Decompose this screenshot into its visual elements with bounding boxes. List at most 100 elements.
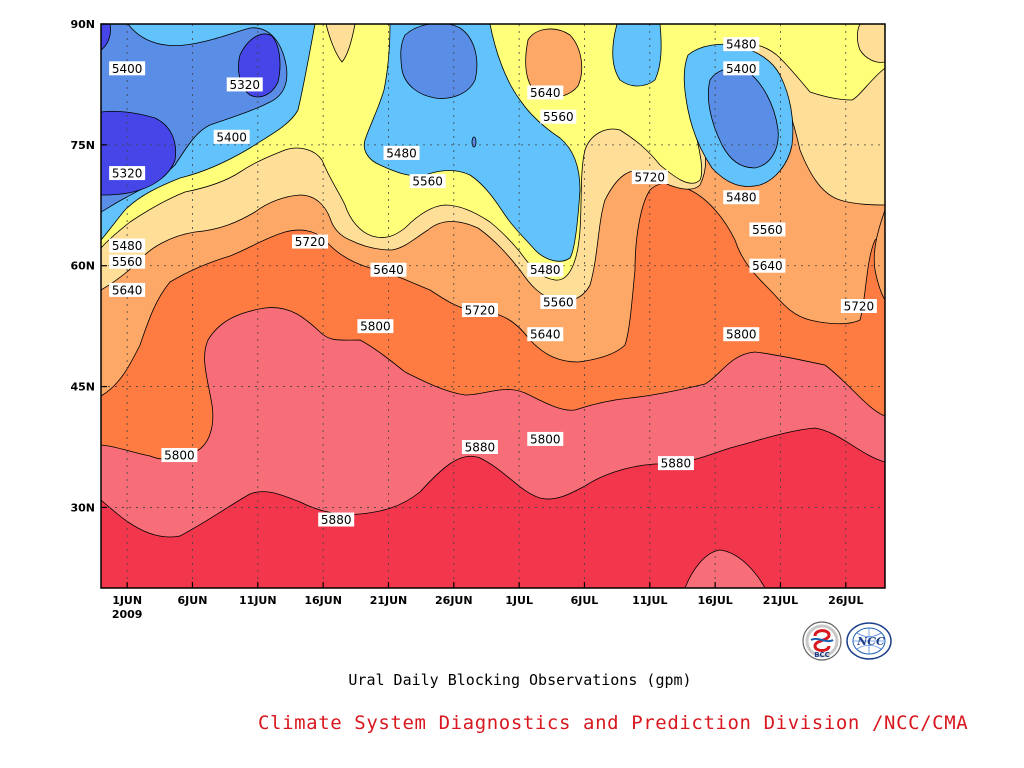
contour-label: 5720 bbox=[631, 170, 668, 185]
contour-label: 5640 bbox=[109, 282, 146, 297]
contour-label-box bbox=[527, 327, 564, 342]
chart-title: Ural Daily Blocking Observations (gpm) bbox=[348, 671, 692, 689]
contour-label-text: 5640 bbox=[752, 259, 783, 273]
contour-label-box bbox=[461, 440, 498, 454]
contour-label-text: 5480 bbox=[386, 146, 417, 160]
contour-label-box bbox=[292, 234, 329, 249]
x-tick-label: 11JUN bbox=[239, 594, 277, 607]
y-tick-label: 75N bbox=[70, 139, 95, 152]
contour-label: 5720 bbox=[840, 299, 877, 314]
contour-label-box bbox=[527, 431, 564, 446]
y-tick-label: 30N bbox=[70, 501, 95, 514]
contour-label-box bbox=[109, 238, 146, 253]
contour-label: 5720 bbox=[461, 303, 498, 318]
contour-label: 5560 bbox=[540, 294, 577, 309]
contour-label-text: 5400 bbox=[216, 130, 247, 144]
contour-label-box bbox=[723, 61, 760, 76]
contour-label-text: 5560 bbox=[752, 223, 783, 237]
grid-lines bbox=[101, 24, 885, 588]
level-5640-fill bbox=[873, 209, 885, 301]
contour-label: 5400 bbox=[723, 61, 760, 76]
plot-frame bbox=[100, 23, 886, 589]
contour-label: 5640 bbox=[527, 85, 564, 100]
contour-label: 5480 bbox=[723, 190, 760, 205]
bcc-logo: BCC bbox=[802, 621, 842, 661]
contour-label: 5800 bbox=[723, 327, 760, 342]
x-tick-label: 16JUL bbox=[697, 594, 732, 607]
contour-label-text: 5720 bbox=[465, 304, 496, 318]
contour-label: 5640 bbox=[370, 262, 407, 277]
contour-label-text: 5400 bbox=[112, 62, 143, 76]
contour-label-box bbox=[383, 145, 420, 160]
contour-label: 5720 bbox=[292, 234, 329, 249]
contour-label-box bbox=[749, 222, 786, 237]
contour-label: 5800 bbox=[527, 431, 564, 446]
contour-label: 5400 bbox=[213, 129, 250, 144]
contour-label: 5480 bbox=[723, 37, 760, 52]
contour-label: 5640 bbox=[527, 327, 564, 342]
contour-label-text: 5480 bbox=[726, 191, 757, 205]
level-5560-fill bbox=[325, 24, 356, 63]
contour-label-box bbox=[631, 170, 668, 185]
contour-label-box bbox=[723, 190, 760, 205]
contour-labels: 5400 5320 5320 5400 5480 5560 5640 5720 5480 5560… bbox=[109, 37, 877, 527]
contour-label-box bbox=[318, 512, 355, 527]
contour-label: 5640 bbox=[749, 258, 786, 273]
level-5560-fill bbox=[856, 24, 885, 63]
contour-label-text: 5720 bbox=[295, 235, 326, 249]
contour-label-text: 5640 bbox=[530, 86, 561, 100]
contour-label-box bbox=[109, 166, 146, 181]
contour-label: 5560 bbox=[749, 222, 786, 237]
contour-label-text: 5640 bbox=[112, 283, 143, 297]
contour-label-box bbox=[226, 77, 263, 92]
level-5320-fill bbox=[471, 136, 477, 148]
contour-label-text: 5880 bbox=[661, 457, 692, 471]
contour-label-box bbox=[409, 174, 446, 189]
contour-label-text: 5320 bbox=[229, 78, 260, 92]
contour-label-box bbox=[657, 456, 694, 471]
contour-label: 5400 bbox=[109, 61, 146, 76]
footer-credit: Climate System Diagnostics and Predictio… bbox=[258, 712, 969, 734]
x-tick-label: 6JUN bbox=[178, 594, 208, 607]
contour-label-box bbox=[723, 37, 760, 52]
level-5320-fill bbox=[400, 24, 478, 99]
contour-label-box bbox=[213, 129, 250, 144]
contour-label: 5480 bbox=[109, 238, 146, 253]
contour-label-text: 5640 bbox=[373, 263, 404, 277]
y-tick-label: 45N bbox=[70, 381, 95, 394]
contour-label-box bbox=[723, 327, 760, 342]
contour-label: 5320 bbox=[226, 77, 263, 92]
contour-label: 5560 bbox=[540, 109, 577, 124]
contour-label-box bbox=[461, 303, 498, 318]
x-tick-label: 26JUL bbox=[828, 594, 863, 607]
level-5400-fill bbox=[612, 24, 662, 87]
contour-label-box bbox=[840, 299, 877, 313]
contour-label-text: 5560 bbox=[112, 255, 143, 269]
contour-label: 5800 bbox=[357, 319, 394, 334]
x-tick-label: 1JUN bbox=[112, 594, 142, 607]
contour-label: 5880 bbox=[657, 456, 694, 471]
contour-label: 5480 bbox=[527, 262, 564, 277]
contour-label-text: 5800 bbox=[164, 449, 195, 463]
contour-label-text: 5480 bbox=[530, 263, 561, 277]
contour-label-text: 5400 bbox=[726, 62, 757, 76]
x-tick-label: 6JUL bbox=[571, 594, 599, 607]
y-tick-label: 90N bbox=[70, 18, 95, 31]
contour-label-box bbox=[527, 262, 564, 277]
x-tick-year: 2009 bbox=[112, 608, 143, 621]
contour-label-text: 5800 bbox=[530, 432, 561, 446]
contour-label: 5560 bbox=[109, 254, 146, 269]
contour-label-box bbox=[109, 61, 146, 76]
x-tick-label: 26JUN bbox=[435, 594, 473, 607]
contour-label-box bbox=[527, 85, 564, 100]
contour-label: 5880 bbox=[318, 512, 355, 527]
contour-label-text: 5880 bbox=[321, 513, 352, 527]
y-tick-label: 60N bbox=[70, 260, 95, 273]
ncc-logo: NCC bbox=[846, 622, 892, 660]
contour-label-box bbox=[370, 262, 407, 277]
x-tick-label: 21JUN bbox=[370, 594, 408, 607]
bcc-logo-text: BCC bbox=[814, 651, 830, 659]
contour-label-text: 5880 bbox=[465, 441, 496, 455]
